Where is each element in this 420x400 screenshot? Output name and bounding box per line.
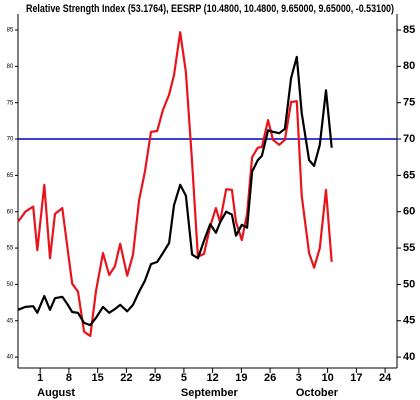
y-tick-label: 50 — [7, 282, 14, 288]
x-tick-label: 22 — [120, 372, 132, 384]
y-tick-label: 80 — [403, 60, 415, 72]
x-tick-label: 1 — [37, 372, 43, 384]
y-tick-label: 70 — [403, 133, 415, 145]
x-tick-label: 17 — [350, 372, 362, 384]
month-label: August — [37, 387, 75, 399]
x-tick-label: 19 — [235, 372, 247, 384]
y-tick-label: 45 — [7, 318, 14, 324]
y-tick-label: 65 — [403, 169, 415, 181]
x-tick-label: 10 — [321, 372, 333, 384]
y-tick-label: 80 — [7, 64, 14, 70]
y-tick-label: 85 — [7, 28, 14, 34]
x-tick-label: 3 — [296, 372, 302, 384]
y-tick-label: 60 — [7, 209, 14, 215]
series-line — [17, 55, 333, 327]
series-line — [17, 31, 333, 338]
y-tick-label: 85 — [403, 24, 415, 36]
x-tick-label: 15 — [92, 372, 104, 384]
x-tick-label: 26 — [264, 372, 276, 384]
month-label: September — [181, 387, 239, 399]
y-tick-label: 60 — [403, 206, 415, 218]
y-tick-label: 40 — [7, 355, 14, 361]
x-tick-label: 12 — [207, 372, 219, 384]
y-tick-label: 50 — [403, 278, 415, 290]
x-tick-label: 8 — [66, 372, 72, 384]
y-tick-label: 55 — [7, 246, 14, 252]
x-tick-label: 24 — [379, 372, 392, 384]
y-tick-label: 75 — [403, 97, 415, 109]
month-label: October — [296, 387, 339, 399]
x-tick-label: 5 — [181, 372, 187, 384]
y-tick-label: 55 — [403, 242, 415, 254]
y-tick-label: 70 — [7, 137, 14, 143]
y-tick-label: 40 — [403, 351, 415, 363]
chart-title: Relative Strength Index (53.1764), EESRP… — [26, 3, 394, 15]
y-tick-label: 45 — [403, 315, 415, 327]
y-tick-label: 75 — [7, 100, 14, 106]
y-tick-label: 65 — [7, 173, 14, 179]
x-tick-label: 29 — [149, 372, 161, 384]
